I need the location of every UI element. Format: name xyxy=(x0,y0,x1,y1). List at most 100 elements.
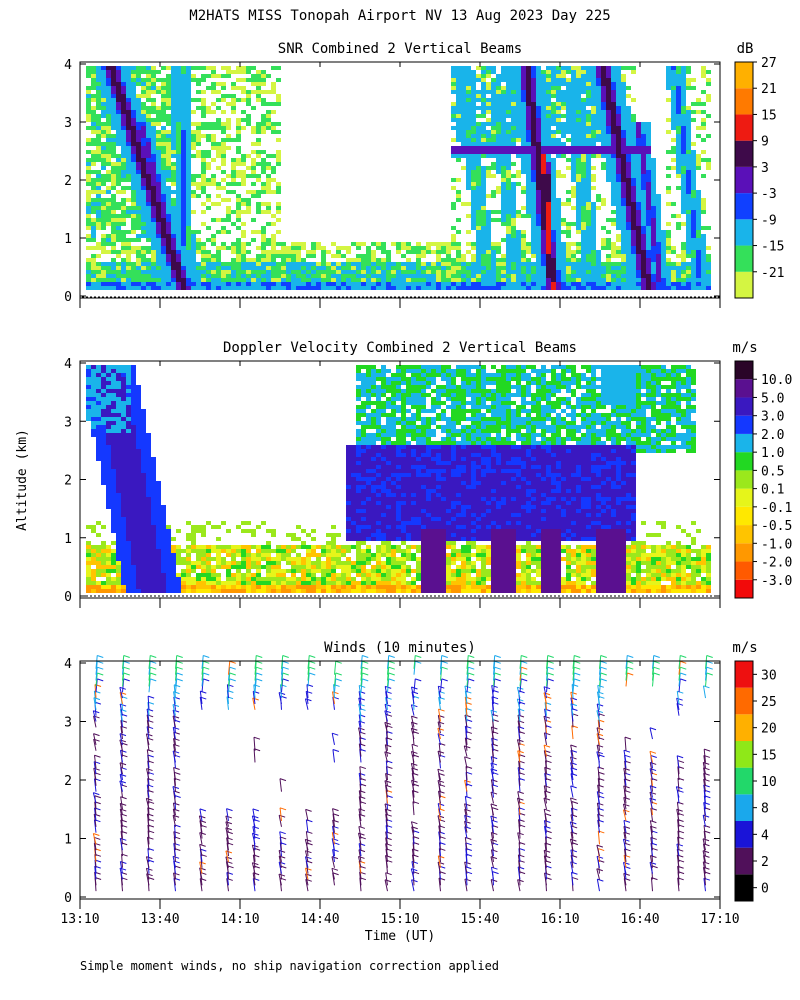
snr-cell xyxy=(566,266,571,270)
snr-cell xyxy=(356,246,361,250)
snr-cell xyxy=(256,246,261,250)
snr-cell xyxy=(546,138,551,142)
snr-cell xyxy=(201,66,206,70)
snr-cell xyxy=(246,114,251,118)
snr-cell xyxy=(556,230,561,234)
snr-cell xyxy=(536,174,541,178)
velocity-cell xyxy=(106,389,111,393)
snr-cell xyxy=(571,158,576,162)
snr-cell xyxy=(501,190,506,194)
snr-cell xyxy=(96,150,101,154)
snr-cell xyxy=(236,258,241,262)
snr-cell xyxy=(606,258,611,262)
snr-cell xyxy=(521,274,526,278)
snr-cell xyxy=(536,282,541,286)
snr-cell xyxy=(556,234,561,238)
snr-cell xyxy=(446,258,451,262)
snr-cell xyxy=(461,274,466,278)
snr-cell xyxy=(91,78,96,82)
snr-cell xyxy=(621,138,626,142)
snr-cell xyxy=(286,270,291,274)
snr-cell xyxy=(551,66,556,70)
snr-cell xyxy=(401,246,406,250)
snr-cell xyxy=(551,234,556,238)
snr-cell xyxy=(516,134,521,138)
snr-cell xyxy=(381,250,386,254)
snr-cell xyxy=(176,262,181,266)
snr-cell xyxy=(116,234,121,238)
snr-cell xyxy=(241,274,246,278)
snr-cell xyxy=(121,94,126,98)
snr-cell xyxy=(621,258,626,262)
snr-cell xyxy=(561,122,566,126)
snr-cell xyxy=(696,190,701,194)
velocity-cell xyxy=(436,369,441,373)
snr-cell xyxy=(176,70,181,74)
snr-cell xyxy=(701,174,706,178)
snr-cell xyxy=(606,94,611,98)
snr-cell xyxy=(191,154,196,158)
snr-cell xyxy=(526,130,531,134)
snr-cell xyxy=(601,94,606,98)
snr-cell xyxy=(211,238,216,242)
snr-cell xyxy=(451,90,456,94)
snr-cell xyxy=(366,266,371,270)
snr-cell xyxy=(136,154,141,158)
snr-cell xyxy=(461,150,466,154)
snr-cell xyxy=(166,134,171,138)
snr-cell xyxy=(686,222,691,226)
snr-cell xyxy=(616,178,621,182)
snr-cell xyxy=(191,258,196,262)
snr-cell xyxy=(696,218,701,222)
snr-cell xyxy=(246,166,251,170)
velocity-cell xyxy=(666,377,671,381)
snr-cell xyxy=(636,126,641,130)
snr-cell xyxy=(671,78,676,82)
snr-cell xyxy=(626,86,631,90)
snr-cell xyxy=(546,262,551,266)
snr-cell xyxy=(171,274,176,278)
snr-cell xyxy=(486,70,491,74)
snr-cell xyxy=(396,242,401,246)
snr-cell xyxy=(276,262,281,266)
snr-cell xyxy=(121,282,126,286)
velocity-cell xyxy=(481,393,486,397)
snr-cell xyxy=(481,94,486,98)
snr-cell xyxy=(346,270,351,274)
snr-cell xyxy=(261,114,266,118)
snr-cell xyxy=(186,250,191,254)
snr-cell xyxy=(96,178,101,182)
snr-cell xyxy=(576,206,581,210)
velocity-cell xyxy=(356,393,361,397)
snr-cell xyxy=(706,246,711,250)
snr-cell xyxy=(101,178,106,182)
snr-cell xyxy=(421,254,426,258)
snr-cell xyxy=(126,258,131,262)
snr-cell xyxy=(101,102,106,106)
snr-cell xyxy=(516,242,521,246)
snr-cell xyxy=(516,118,521,122)
snr-cell xyxy=(551,266,556,270)
snr-cell xyxy=(431,266,436,270)
snr-cell xyxy=(706,162,711,166)
y-tick-label: 2 xyxy=(64,174,72,189)
colorbar-swatch xyxy=(735,62,753,89)
snr-cell xyxy=(706,166,711,170)
snr-cell xyxy=(171,266,176,270)
snr-cell xyxy=(621,78,626,82)
snr-cell xyxy=(456,126,461,130)
snr-cell xyxy=(181,250,186,254)
velocity-cell xyxy=(451,369,456,373)
snr-cell xyxy=(506,234,511,238)
snr-cell xyxy=(626,218,631,222)
velocity-cell xyxy=(421,373,426,377)
snr-cell xyxy=(511,254,516,258)
velocity-cell xyxy=(526,389,531,393)
velocity-cell xyxy=(671,385,676,389)
snr-cell xyxy=(456,134,461,138)
snr-cell xyxy=(106,158,111,162)
snr-cell xyxy=(386,262,391,266)
velocity-cell xyxy=(596,365,601,369)
velocity-cell xyxy=(471,393,476,397)
snr-cell xyxy=(226,270,231,274)
